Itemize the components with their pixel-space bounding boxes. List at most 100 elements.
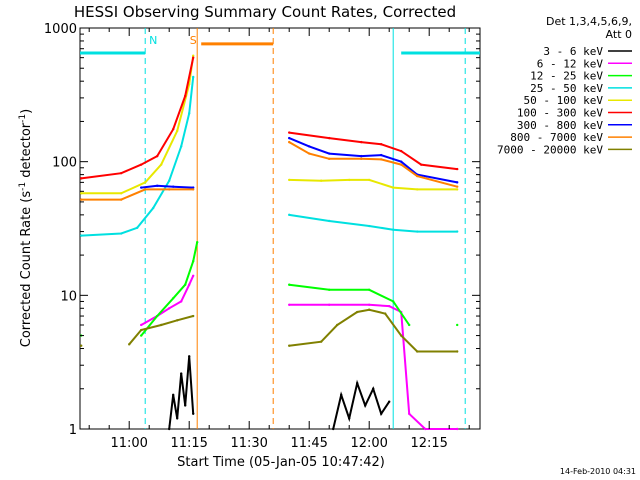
marker-0: N xyxy=(149,34,157,47)
x-tick-label: 12:00 xyxy=(350,436,387,451)
series-1-point-1-3 xyxy=(388,304,391,308)
series-2-point-1-0 xyxy=(140,334,143,337)
series-3-point-1-0 xyxy=(288,213,291,217)
series-6-point-0-3 xyxy=(192,186,195,189)
series-6-point-1-4 xyxy=(380,153,383,157)
series-4-point-1-6 xyxy=(456,188,459,191)
series-3-segment-0 xyxy=(81,76,195,237)
legend-label-5: 100 - 300 keV xyxy=(517,107,603,120)
series-0-point-0-1 xyxy=(172,393,175,397)
series-8-point-2-3 xyxy=(356,310,359,314)
series-7-segment-1 xyxy=(288,141,458,188)
series-8 xyxy=(80,308,459,353)
y-tick-label: 1 xyxy=(69,423,77,438)
series-1-point-0-2 xyxy=(168,307,171,310)
series-6-point-0-1 xyxy=(156,184,159,187)
series-6-point-1-5 xyxy=(400,160,403,163)
y-axis-label-end: ) xyxy=(19,109,34,114)
series-5-point-1-2 xyxy=(360,140,363,144)
series-8-point-2-4 xyxy=(368,308,371,311)
series-8-point-2-6 xyxy=(400,334,403,337)
series-8-point-1-1 xyxy=(140,328,143,332)
series-6-point-1-2 xyxy=(328,152,331,155)
series-3-point-1-5 xyxy=(456,230,459,233)
series-0-point-0-6 xyxy=(192,412,195,415)
series-8-point-2-2 xyxy=(336,323,339,327)
series-3 xyxy=(80,75,459,237)
series-5-point-1-3 xyxy=(380,143,383,146)
series-0-segment-0 xyxy=(168,356,195,430)
series-5-segment-1 xyxy=(289,131,458,171)
series-8-point-0-0 xyxy=(80,344,83,347)
series-7 xyxy=(80,140,459,201)
series-4-segment-1 xyxy=(289,178,458,191)
series-2-point-2-4 xyxy=(408,323,411,327)
series-8-point-1-0 xyxy=(128,343,131,346)
series-0-point-1-3 xyxy=(356,382,359,385)
series-7-point-1-2 xyxy=(328,157,331,161)
legend-label-4: 50 - 100 keV xyxy=(524,94,604,107)
plot-frame xyxy=(79,27,481,430)
series-4-point-0-3 xyxy=(160,163,163,166)
series-1-segment-1 xyxy=(289,303,458,430)
legend-label-8: 7000 - 20000 keV xyxy=(497,143,603,156)
series-0-point-0-3 xyxy=(180,372,183,375)
series-3-point-0-4 xyxy=(168,179,171,182)
y-axis-label-sup1: -1 xyxy=(18,182,28,191)
series-7-point-0-4 xyxy=(192,188,195,191)
series-2-point-1-2 xyxy=(172,297,175,300)
timestamp: 14-Feb-2010 04:31 xyxy=(560,467,636,476)
series-2-point-1-5 xyxy=(196,240,199,244)
series-0-point-1-0 xyxy=(332,427,335,431)
series-0-point-0-2 xyxy=(176,417,179,420)
series-0-point-1-4 xyxy=(364,404,367,407)
series-6-segment-0 xyxy=(141,184,194,189)
series-8-segment-2 xyxy=(289,308,458,353)
legend-label-0: 3 - 6 keV xyxy=(543,45,603,58)
series-0 xyxy=(168,355,391,431)
y-tick-label: 10 xyxy=(60,289,77,304)
series-2 xyxy=(80,240,459,337)
series-8-point-2-0 xyxy=(288,344,291,347)
series-0-point-0-4 xyxy=(184,404,187,407)
series-5-point-0-3 xyxy=(156,154,159,158)
series-2-point-2-1 xyxy=(328,288,331,292)
series-3-segment-1 xyxy=(289,213,458,233)
series-7-point-1-6 xyxy=(416,174,419,178)
series-7-point-1-1 xyxy=(308,152,311,155)
series-5-point-1-6 xyxy=(456,167,459,171)
series-2-point-2-2 xyxy=(368,288,371,292)
x-tick-label: 11:00 xyxy=(110,436,147,451)
series-6-point-0-2 xyxy=(172,185,175,188)
series-4-segment-0 xyxy=(81,55,195,195)
y-axis-label-mid: detector xyxy=(19,122,34,182)
series-3-point-1-3 xyxy=(392,228,395,231)
x-tick-label: 12:15 xyxy=(410,436,447,451)
series-6-point-1-7 xyxy=(456,181,459,184)
series-5-point-0-1 xyxy=(120,171,123,175)
series-6 xyxy=(140,136,459,189)
series-2-point-3-0 xyxy=(456,323,459,327)
y-tick-label: 1000 xyxy=(44,22,77,37)
series-3-point-0-3 xyxy=(152,206,155,210)
series-0-point-1-5 xyxy=(372,387,375,390)
series-7-point-1-5 xyxy=(400,163,403,166)
series-3-point-1-4 xyxy=(416,230,419,233)
series-5-point-0-6 xyxy=(192,56,195,59)
series-7-point-0-0 xyxy=(80,198,83,201)
series-5-point-1-1 xyxy=(328,136,331,140)
series-4-point-1-2 xyxy=(348,178,351,182)
series-3-point-0-6 xyxy=(188,112,191,115)
series-0-segment-1 xyxy=(332,379,391,430)
series-8-segment-1 xyxy=(128,315,194,345)
series-4-point-0-1 xyxy=(120,192,123,195)
series-1-point-1-2 xyxy=(368,303,371,306)
series-3-point-0-7 xyxy=(192,75,195,79)
series-5-point-0-2 xyxy=(140,163,143,166)
series-0-point-1-6 xyxy=(380,412,383,415)
series-7-point-1-7 xyxy=(456,185,459,188)
series-5-point-1-4 xyxy=(400,149,403,153)
series-5-point-1-5 xyxy=(420,163,423,166)
series-2-point-2-3 xyxy=(392,300,395,303)
